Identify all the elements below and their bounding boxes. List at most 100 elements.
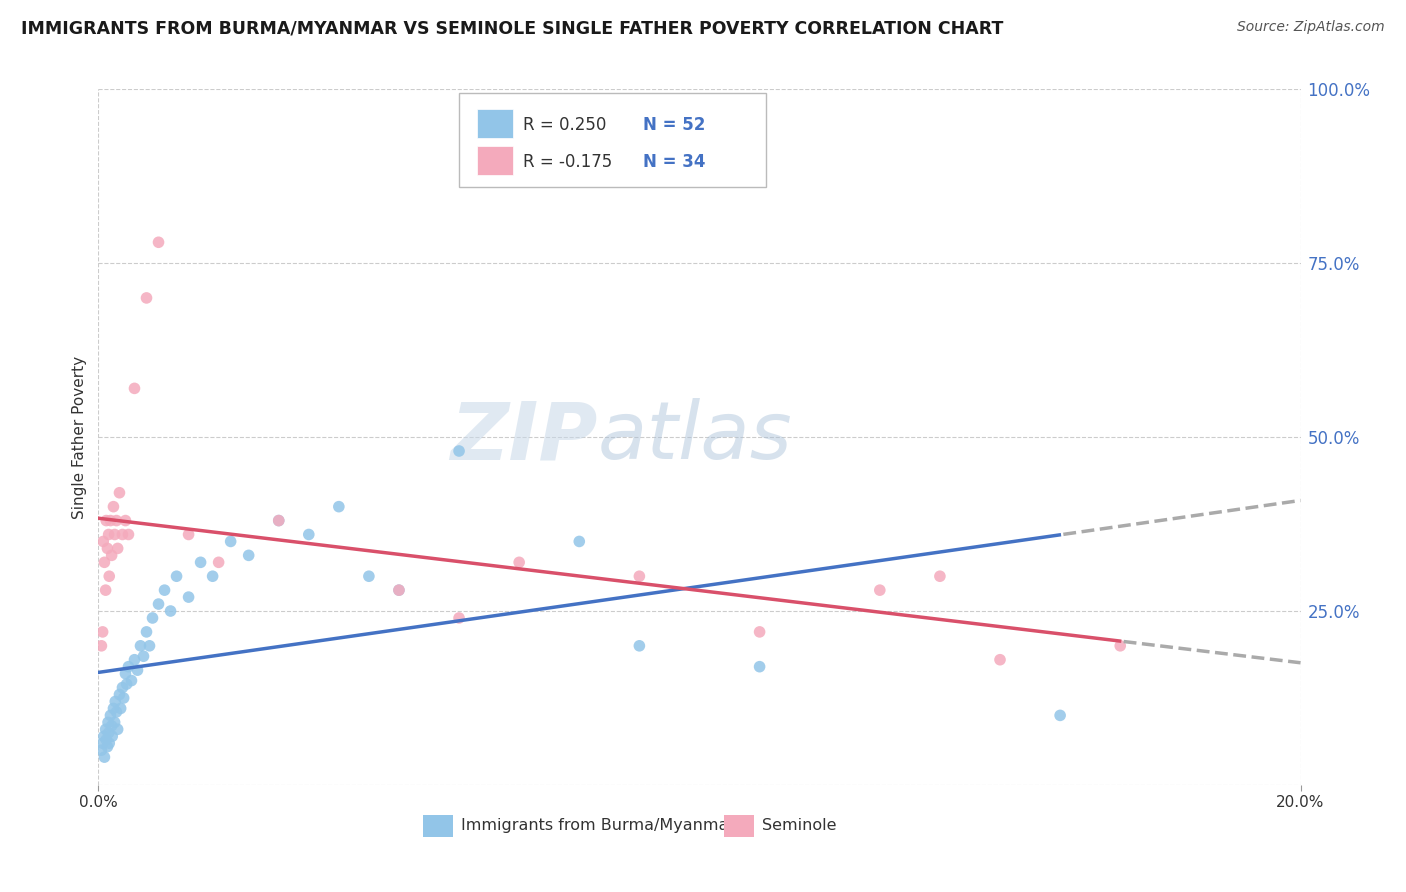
Point [135, 291, 157, 305]
Point [111, 527, 134, 541]
Point [91, 624, 114, 639]
Text: ZIP: ZIP [450, 398, 598, 476]
Point [132, 649, 155, 664]
Point [100, 549, 122, 563]
Text: Source: ZipAtlas.com: Source: ZipAtlas.com [1237, 20, 1385, 34]
Point [90, 639, 112, 653]
Point [929, 569, 952, 583]
Point [96, 514, 118, 528]
Point [177, 590, 200, 604]
Point [93, 729, 115, 743]
Point [104, 527, 127, 541]
FancyBboxPatch shape [477, 109, 513, 138]
Point [110, 701, 132, 715]
Point [1049, 708, 1071, 723]
Point [93, 750, 115, 764]
Point [105, 705, 128, 719]
Point [96, 739, 118, 754]
Point [103, 500, 125, 514]
Point [105, 514, 128, 528]
FancyBboxPatch shape [724, 815, 754, 837]
Text: IMMIGRANTS FROM BURMA/MYANMAR VS SEMINOLE SINGLE FATHER POVERTY CORRELATION CHAR: IMMIGRANTS FROM BURMA/MYANMAR VS SEMINOL… [21, 20, 1004, 37]
Point [153, 583, 176, 598]
Point [107, 541, 129, 556]
Point [101, 729, 124, 743]
Point [1109, 639, 1132, 653]
Point [100, 708, 122, 723]
Point [177, 527, 200, 541]
Text: Immigrants from Burma/Myanmar: Immigrants from Burma/Myanmar [461, 818, 735, 833]
Text: R = -0.175: R = -0.175 [523, 153, 612, 170]
Text: R = 0.250: R = 0.250 [523, 116, 606, 134]
Point [107, 723, 129, 737]
Point [124, 381, 146, 395]
Point [100, 514, 122, 528]
Text: atlas: atlas [598, 398, 792, 476]
Point [201, 569, 224, 583]
Point [108, 688, 131, 702]
Text: Seminole: Seminole [762, 818, 837, 833]
Point [117, 659, 139, 673]
Point [91, 534, 114, 549]
Point [238, 549, 260, 563]
Point [127, 663, 149, 677]
FancyBboxPatch shape [477, 145, 513, 175]
Point [100, 719, 122, 733]
Point [568, 534, 591, 549]
Point [148, 235, 170, 250]
Point [447, 444, 470, 458]
Point [988, 653, 1011, 667]
Point [114, 514, 136, 528]
Point [117, 527, 139, 541]
Point [98, 736, 121, 750]
Point [388, 583, 411, 598]
Point [190, 555, 212, 569]
Point [121, 673, 143, 688]
Point [104, 694, 127, 708]
Point [103, 701, 125, 715]
Point [97, 527, 120, 541]
Point [114, 666, 136, 681]
Point [96, 541, 118, 556]
Point [104, 715, 127, 730]
Point [124, 653, 146, 667]
Point [112, 690, 135, 705]
Point [94, 723, 117, 737]
Point [97, 715, 120, 730]
Point [97, 726, 120, 740]
Point [166, 569, 188, 583]
FancyBboxPatch shape [458, 93, 766, 186]
Point [219, 534, 242, 549]
Point [148, 597, 170, 611]
Point [91, 736, 114, 750]
Point [93, 555, 115, 569]
Y-axis label: Single Father Poverty: Single Father Poverty [72, 356, 87, 518]
Point [267, 514, 290, 528]
Point [115, 677, 138, 691]
Point [159, 604, 181, 618]
Point [138, 639, 160, 653]
Point [96, 732, 118, 747]
Point [108, 485, 131, 500]
Point [135, 624, 157, 639]
Point [129, 639, 152, 653]
Point [90, 743, 112, 757]
Point [388, 583, 411, 598]
Text: N = 34: N = 34 [643, 153, 706, 170]
Point [111, 681, 134, 695]
Point [328, 500, 350, 514]
Point [141, 611, 163, 625]
Point [628, 569, 651, 583]
FancyBboxPatch shape [423, 815, 453, 837]
Point [447, 611, 470, 625]
Point [357, 569, 380, 583]
Point [208, 555, 231, 569]
Point [94, 583, 117, 598]
Point [98, 569, 121, 583]
Point [298, 527, 321, 541]
Point [748, 659, 770, 673]
Point [869, 583, 891, 598]
Point [508, 555, 530, 569]
Point [267, 514, 290, 528]
Point [628, 639, 651, 653]
